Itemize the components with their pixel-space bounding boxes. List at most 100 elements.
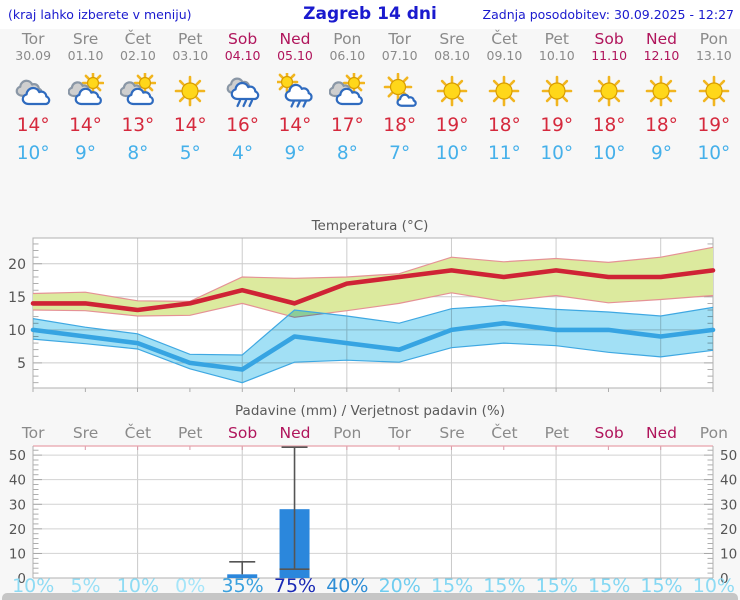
day-high-temp: 19° bbox=[540, 115, 574, 136]
day-high-temp: 18° bbox=[488, 115, 521, 136]
precip-day-label: Čet bbox=[491, 424, 518, 442]
day-column: Čet 02.10 13° 8° bbox=[112, 31, 164, 167]
sunny-icon bbox=[688, 73, 740, 109]
precip-probability: 75% bbox=[273, 575, 317, 597]
day-column: Tor 07.10 18° 7° bbox=[374, 31, 426, 167]
precip-day-label: Čet bbox=[124, 424, 152, 442]
svg-text:20: 20 bbox=[8, 257, 26, 273]
precip-probability: 15% bbox=[640, 575, 683, 597]
day-date: 04.10 bbox=[224, 48, 261, 63]
day-column: Pet 03.10 14° 5° bbox=[164, 31, 216, 167]
day-name: Sob bbox=[228, 30, 258, 48]
day-low-temp: 10° bbox=[435, 143, 469, 164]
day-name: Čet bbox=[491, 30, 518, 48]
day-column: Ned 05.10 14° 9° bbox=[269, 31, 321, 167]
rain-icon bbox=[216, 73, 268, 109]
svg-text:10: 10 bbox=[9, 546, 26, 562]
day-name: Pet bbox=[544, 30, 569, 48]
precip-day-label: Pet bbox=[544, 424, 569, 442]
sunny-icon bbox=[583, 73, 635, 109]
day-low-temp: 8° bbox=[336, 143, 358, 164]
day-date: 10.10 bbox=[538, 48, 575, 63]
precip-day-label: Pet bbox=[178, 424, 203, 442]
precip-day-label: Sre bbox=[72, 424, 99, 442]
day-name: Pon bbox=[333, 30, 362, 48]
precip-probability: 10% bbox=[12, 575, 55, 597]
temp-low-line bbox=[30, 320, 716, 372]
precip-probability: 40% bbox=[326, 575, 369, 597]
precip-probability: 10% bbox=[116, 575, 160, 597]
precip-whisker bbox=[279, 446, 310, 570]
day-name: Čet bbox=[124, 30, 152, 48]
day-date: 11.10 bbox=[591, 48, 628, 63]
precip-probability: 35% bbox=[221, 575, 264, 597]
day-name: Tor bbox=[388, 30, 412, 48]
precip-probability: 15% bbox=[588, 575, 631, 597]
day-low-temp: 10° bbox=[697, 143, 731, 164]
precip-probability: 15% bbox=[430, 575, 474, 597]
day-high-temp: 14° bbox=[69, 115, 102, 136]
svg-text:0: 0 bbox=[720, 571, 729, 587]
day-high-temp: 14° bbox=[16, 115, 50, 136]
day-low-temp: 7° bbox=[389, 143, 411, 164]
svg-text:30: 30 bbox=[9, 497, 26, 513]
precip-probability: 0% bbox=[175, 575, 206, 597]
precip-probability: 15% bbox=[483, 575, 526, 597]
day-date: 12.10 bbox=[643, 48, 680, 63]
day-low-temp: 11° bbox=[488, 143, 521, 164]
svg-text:40: 40 bbox=[9, 473, 26, 489]
day-column: Pon 06.10 17° 8° bbox=[321, 31, 373, 167]
day-date: 07.10 bbox=[381, 48, 418, 63]
day-date: 30.09 bbox=[15, 48, 52, 63]
day-low-temp: 10° bbox=[540, 143, 574, 164]
partly-icon bbox=[321, 71, 373, 109]
day-date: 02.10 bbox=[120, 48, 156, 63]
svg-text:15: 15 bbox=[8, 290, 26, 306]
svg-text:50: 50 bbox=[9, 448, 26, 464]
temp-high-line bbox=[30, 268, 716, 313]
day-name: Sre bbox=[439, 30, 465, 48]
day-column: Ned 12.10 18° 9° bbox=[635, 31, 687, 167]
svg-text:30: 30 bbox=[720, 497, 737, 513]
day-high-temp: 18° bbox=[383, 115, 417, 136]
mostly-sunny-icon bbox=[374, 72, 426, 109]
day-date: 08.10 bbox=[434, 48, 470, 63]
cloudy-icon bbox=[7, 73, 59, 109]
day-column: Pet 10.10 19° 10° bbox=[531, 31, 583, 167]
day-high-temp: 19° bbox=[697, 115, 731, 136]
precipitation-chart: 0 0 10 10 20 20 30 30 40 40 50 50 bbox=[9, 445, 737, 587]
footer-bar bbox=[2, 593, 738, 600]
day-name: Tor bbox=[21, 30, 45, 48]
precip-day-label: Ned bbox=[646, 424, 677, 442]
svg-text:20: 20 bbox=[720, 522, 737, 538]
sunny-icon bbox=[635, 73, 687, 109]
day-high-temp: 16° bbox=[226, 115, 260, 136]
day-date: 01.10 bbox=[67, 48, 104, 63]
day-column: Čet 09.10 18° 11° bbox=[478, 31, 530, 167]
day-date: 13.10 bbox=[695, 48, 732, 63]
precip-day-label: Tor bbox=[21, 424, 45, 442]
svg-text:5: 5 bbox=[17, 356, 26, 372]
day-high-temp: 14° bbox=[278, 115, 312, 136]
precip-day-label: Pon bbox=[699, 424, 728, 442]
day-name: Sob bbox=[594, 30, 624, 48]
day-column: Tor 30.09 14° 10° bbox=[7, 31, 59, 167]
precip-probability: 5% bbox=[70, 575, 101, 597]
day-date: 06.10 bbox=[329, 48, 366, 63]
day-name: Ned bbox=[646, 30, 677, 48]
precip-day-labels: Tor Sre Čet Pet Sob Ned Pon Tor Sre Čet Pet Sob Ned P… bbox=[7, 424, 740, 442]
day-strip: Tor 30.09 14° 10° Sre 01.10 14° 9° Čet 02.10 13… bbox=[7, 31, 740, 167]
page-header: (kraj lahko izberete v meniju) Zagreb 14… bbox=[0, 0, 740, 29]
partly-icon bbox=[112, 71, 164, 109]
last-updated: Zadnja posodobitev: 30.09.2025 - 12:27 bbox=[482, 7, 734, 22]
precip-day-label: Sob bbox=[594, 424, 624, 442]
day-low-temp: 9° bbox=[75, 143, 97, 164]
day-name: Pon bbox=[699, 30, 728, 48]
day-high-temp: 18° bbox=[592, 115, 626, 136]
sunny-icon bbox=[164, 73, 216, 109]
day-column: Pon 13.10 19° 10° bbox=[688, 31, 740, 167]
svg-text:40: 40 bbox=[720, 473, 737, 489]
precip-probability: 15% bbox=[535, 575, 578, 597]
day-date: 05.10 bbox=[277, 48, 313, 63]
